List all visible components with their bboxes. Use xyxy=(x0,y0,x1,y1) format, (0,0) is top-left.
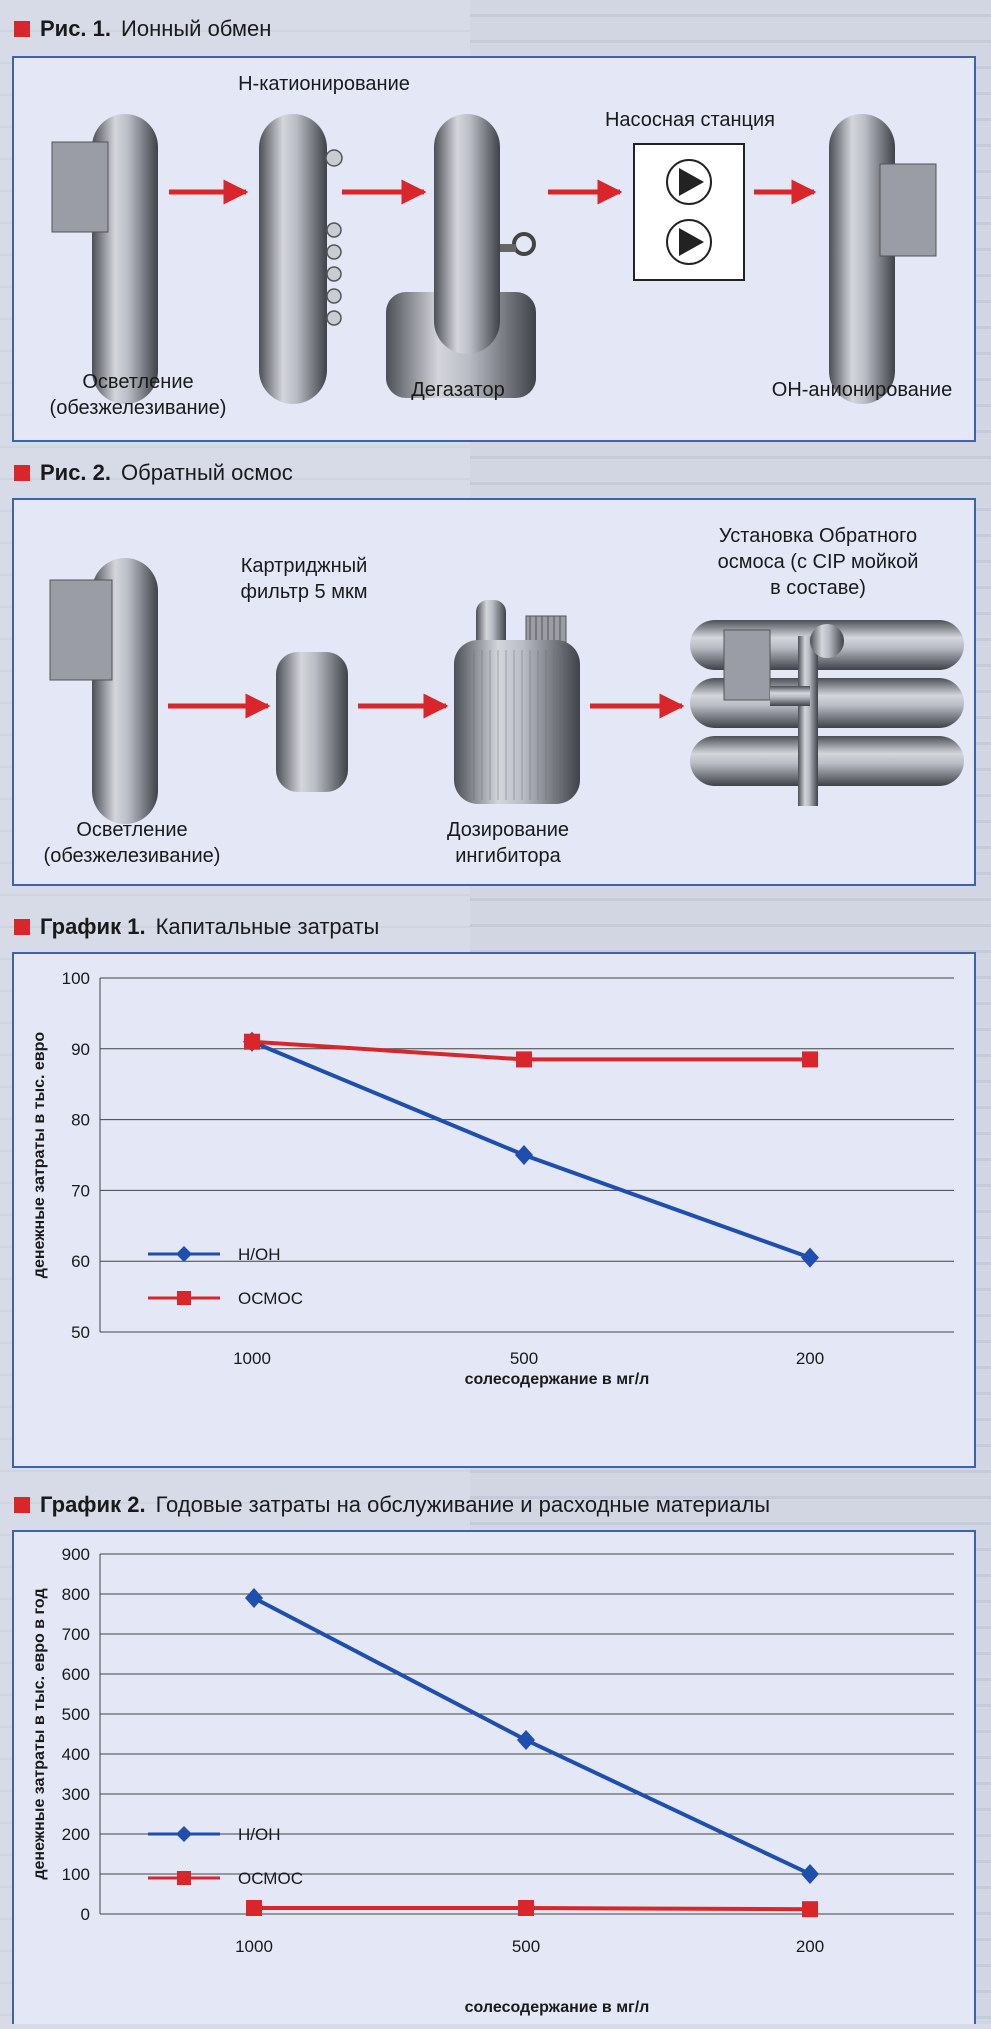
y-tick-label: 50 xyxy=(71,1323,90,1342)
legend-label: Н/ОН xyxy=(238,1245,281,1264)
x-tick-label: 200 xyxy=(796,1937,824,1956)
legend-marker-icon xyxy=(176,1246,192,1262)
inhibitor-dosing-tank xyxy=(454,600,580,804)
fig1-diagram: Н-катионирование Насосная станция Осветл… xyxy=(50,73,953,419)
y-tick-label: 300 xyxy=(62,1785,90,1804)
legend-label: Н/ОН xyxy=(238,1825,281,1844)
label-degasser: Дегазатор xyxy=(411,379,504,401)
label-clarification: Осветление xyxy=(82,371,193,393)
y-tick-label: 700 xyxy=(62,1625,90,1644)
section-marker-icon xyxy=(14,919,30,935)
x-axis-label: солесодержание в мг/л xyxy=(465,1999,650,2016)
data-point xyxy=(802,1901,818,1918)
y-tick-label: 900 xyxy=(62,1545,90,1564)
graph1-number: График 1. xyxy=(40,914,146,939)
section-marker-icon xyxy=(14,21,30,37)
x-tick-label: 500 xyxy=(510,1349,538,1368)
legend-marker-icon xyxy=(177,1291,191,1305)
graph2-number: График 2. xyxy=(40,1492,146,1517)
label-dosing-line2: ингибитора xyxy=(455,845,561,867)
y-axis-label: денежные затраты в тыс. евро xyxy=(31,1032,48,1279)
graph2-panel: 0 100 200 300 400 500 600 700 800 900 1000 500 200 со… xyxy=(12,1530,976,2024)
clarifier-column xyxy=(51,114,158,404)
section-marker-icon xyxy=(14,1497,30,1513)
label-ro-line3: в составе) xyxy=(770,577,866,599)
section-marker-icon xyxy=(14,465,30,481)
x-tick-label: 200 xyxy=(796,1349,824,1368)
y-tick-label: 400 xyxy=(62,1745,90,1764)
y-tick-label: 0 xyxy=(81,1905,90,1924)
fig1-number: Рис. 1. xyxy=(40,16,112,41)
label-cartridge-filter-line1: Картриджный xyxy=(241,555,368,577)
y-tick-label: 200 xyxy=(62,1825,90,1844)
fig2-heading: Рис. 2. Обратный осмос xyxy=(14,458,293,488)
fig1-heading: Рис. 1. Ионный обмен xyxy=(14,14,271,44)
graph2-heading: График 2. Годовые затраты на обслуживани… xyxy=(14,1490,770,1520)
data-point xyxy=(518,1900,534,1916)
degasser-unit xyxy=(386,114,536,398)
data-point xyxy=(802,1051,818,1068)
label-clarification: Осветление xyxy=(76,819,187,841)
label-ro-line2: осмоса (с CIP мойкой xyxy=(718,551,919,573)
data-point xyxy=(245,1588,263,1608)
label-ro-line1: Установка Обратного xyxy=(719,525,917,547)
graph1-heading: График 1. Капитальные затраты xyxy=(14,912,379,942)
y-tick-label: 100 xyxy=(62,1865,90,1884)
data-point xyxy=(516,1051,532,1068)
pump-station xyxy=(633,143,745,281)
fig2-number: Рис. 2. xyxy=(40,460,112,485)
legend-label: ОСМОС xyxy=(238,1869,303,1888)
series-line xyxy=(253,1596,811,1876)
capital-costs-chart: 50 60 70 80 90 100 1000 500 200 солесодержание в … xyxy=(31,969,954,1388)
y-tick-label: 90 xyxy=(71,1040,90,1059)
fig2-diagram: Картриджный фильтр 5 мкм Установка Обрат… xyxy=(44,525,964,867)
label-h-cation: Н-катионирование xyxy=(238,73,410,95)
data-point xyxy=(244,1033,260,1050)
label-iron-removal: (обезжелезивание) xyxy=(50,397,227,419)
series-line xyxy=(251,1039,811,1260)
label-iron-removal: (обезжелезивание) xyxy=(44,845,221,867)
x-tick-label: 500 xyxy=(512,1937,540,1956)
graph1-panel: 50 60 70 80 90 100 1000 500 200 солесодержание в … xyxy=(12,952,976,1468)
label-oh-anion: ОН-анионирование xyxy=(772,379,952,401)
x-tick-label: 1000 xyxy=(233,1349,271,1368)
x-tick-label: 1000 xyxy=(235,1937,273,1956)
cartridge-filter xyxy=(276,652,348,792)
graph1-title: Капитальные затраты xyxy=(155,914,380,939)
y-axis-label: денежные затраты в тыс. евро в год xyxy=(31,1588,48,1879)
oh-anion-column xyxy=(829,114,937,404)
y-tick-label: 600 xyxy=(62,1665,90,1684)
label-dosing-line1: Дозирование xyxy=(447,819,569,841)
legend-marker-icon xyxy=(176,1826,192,1842)
data-point xyxy=(517,1730,535,1750)
label-pump-station: Насосная станция xyxy=(605,109,775,131)
y-tick-label: 80 xyxy=(71,1111,90,1130)
fig1-panel: Н-катионирование Насосная станция Осветл… xyxy=(12,56,976,442)
fig2-title: Обратный осмос xyxy=(121,460,293,485)
fig2-panel: Картриджный фильтр 5 мкм Установка Обрат… xyxy=(12,498,976,886)
fig1-title: Ионный обмен xyxy=(121,16,272,41)
graph2-title: Годовые затраты на обслуживание и расход… xyxy=(155,1492,771,1517)
data-point xyxy=(515,1145,533,1165)
data-point xyxy=(801,1247,819,1268)
y-tick-label: 100 xyxy=(62,969,90,988)
label-cartridge-filter-line2: фильтр 5 мкм xyxy=(241,581,368,603)
clarifier-column xyxy=(49,558,158,824)
x-axis-label: солесодержание в мг/л xyxy=(465,1371,650,1388)
legend-marker-icon xyxy=(177,1871,191,1885)
legend-label: ОСМОС xyxy=(238,1289,303,1308)
data-point xyxy=(246,1900,262,1916)
y-tick-label: 800 xyxy=(62,1585,90,1604)
y-tick-label: 60 xyxy=(71,1252,90,1271)
y-tick-label: 500 xyxy=(62,1705,90,1724)
h-cation-column xyxy=(259,114,343,404)
y-tick-label: 70 xyxy=(71,1181,90,1200)
data-point xyxy=(801,1864,819,1884)
reverse-osmosis-unit xyxy=(690,620,964,806)
annual-costs-chart: 0 100 200 300 400 500 600 700 800 900 1000 500 200 со… xyxy=(31,1545,954,2016)
